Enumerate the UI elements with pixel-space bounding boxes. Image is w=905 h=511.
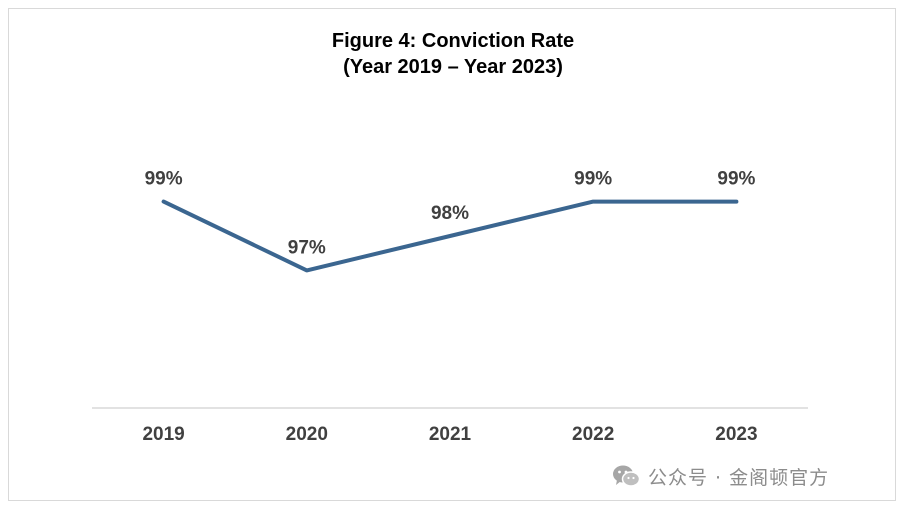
data-label-2023: 99% [717, 169, 755, 190]
series-line [161, 199, 739, 273]
x-tick-2020: 2020 [286, 424, 328, 445]
x-tick-2022: 2022 [572, 424, 614, 445]
value-labels: 99% 97% 98% 99% 99% [145, 169, 756, 259]
x-tick-labels: 2019 2020 2021 2022 2023 [142, 424, 757, 445]
chart-subtitle: (Year 2019 – Year 2023) [343, 56, 563, 78]
x-tick-2019: 2019 [142, 424, 184, 445]
watermark-text: 公众号 · 金阁顿官方 [648, 466, 830, 489]
watermark: 公众号 · 金阁顿官方 [612, 462, 829, 490]
chart-title-block: Figure 4: Conviction Rate (Year 2019 – Y… [0, 28, 905, 80]
wechat-icon [613, 465, 640, 487]
x-tick-2023: 2023 [715, 424, 757, 445]
chart-title: Figure 4: Conviction Rate [331, 30, 575, 52]
data-label-2020: 97% [288, 237, 326, 258]
data-label-2021: 98% [431, 203, 469, 224]
chart-frame [8, 8, 896, 501]
x-tick-2021: 2021 [429, 424, 472, 445]
data-label-2022: 99% [574, 169, 612, 190]
data-label-2019: 99% [145, 169, 183, 190]
